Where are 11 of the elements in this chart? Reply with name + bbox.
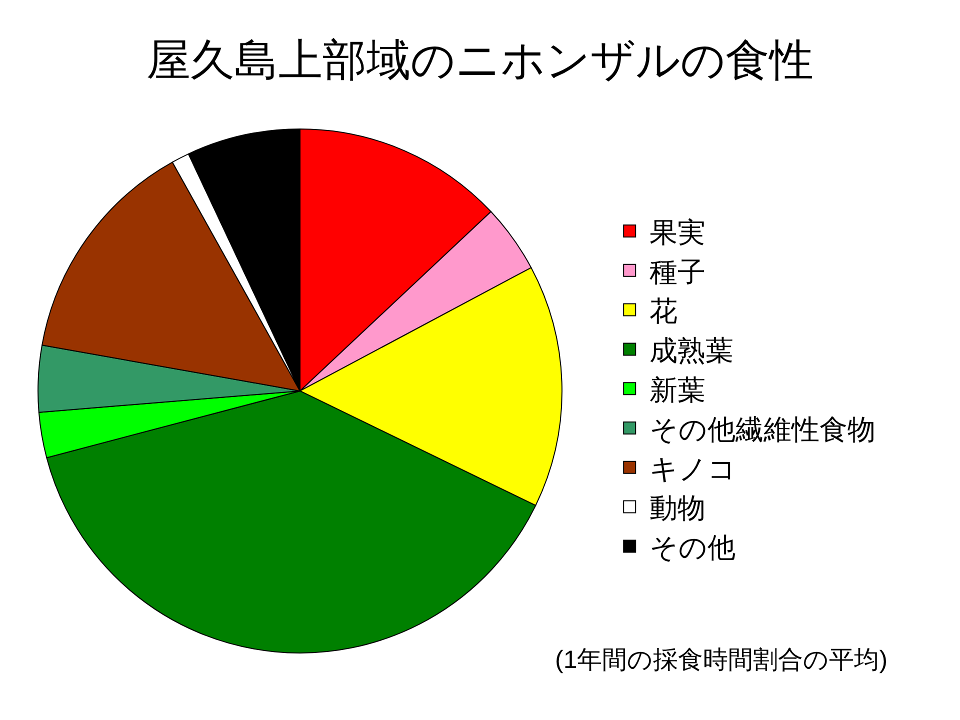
legend-label: 種子 xyxy=(650,256,706,288)
legend-label: 花 xyxy=(650,296,678,327)
legend-label: 動物 xyxy=(650,492,706,524)
text: (1年間の採食時間割合の平均) xyxy=(555,646,888,674)
legend-label: キノコ xyxy=(650,453,737,484)
legend-label: その他 xyxy=(650,532,736,564)
legend-label: 新葉 xyxy=(650,374,706,406)
legend-label: 成熟葉 xyxy=(650,335,734,366)
chart-title: 屋久島上部域のニホンザルの食性 xyxy=(146,36,814,86)
legend-label: 果実 xyxy=(650,216,706,248)
legend-label: その他繊維性食物 xyxy=(650,414,876,445)
